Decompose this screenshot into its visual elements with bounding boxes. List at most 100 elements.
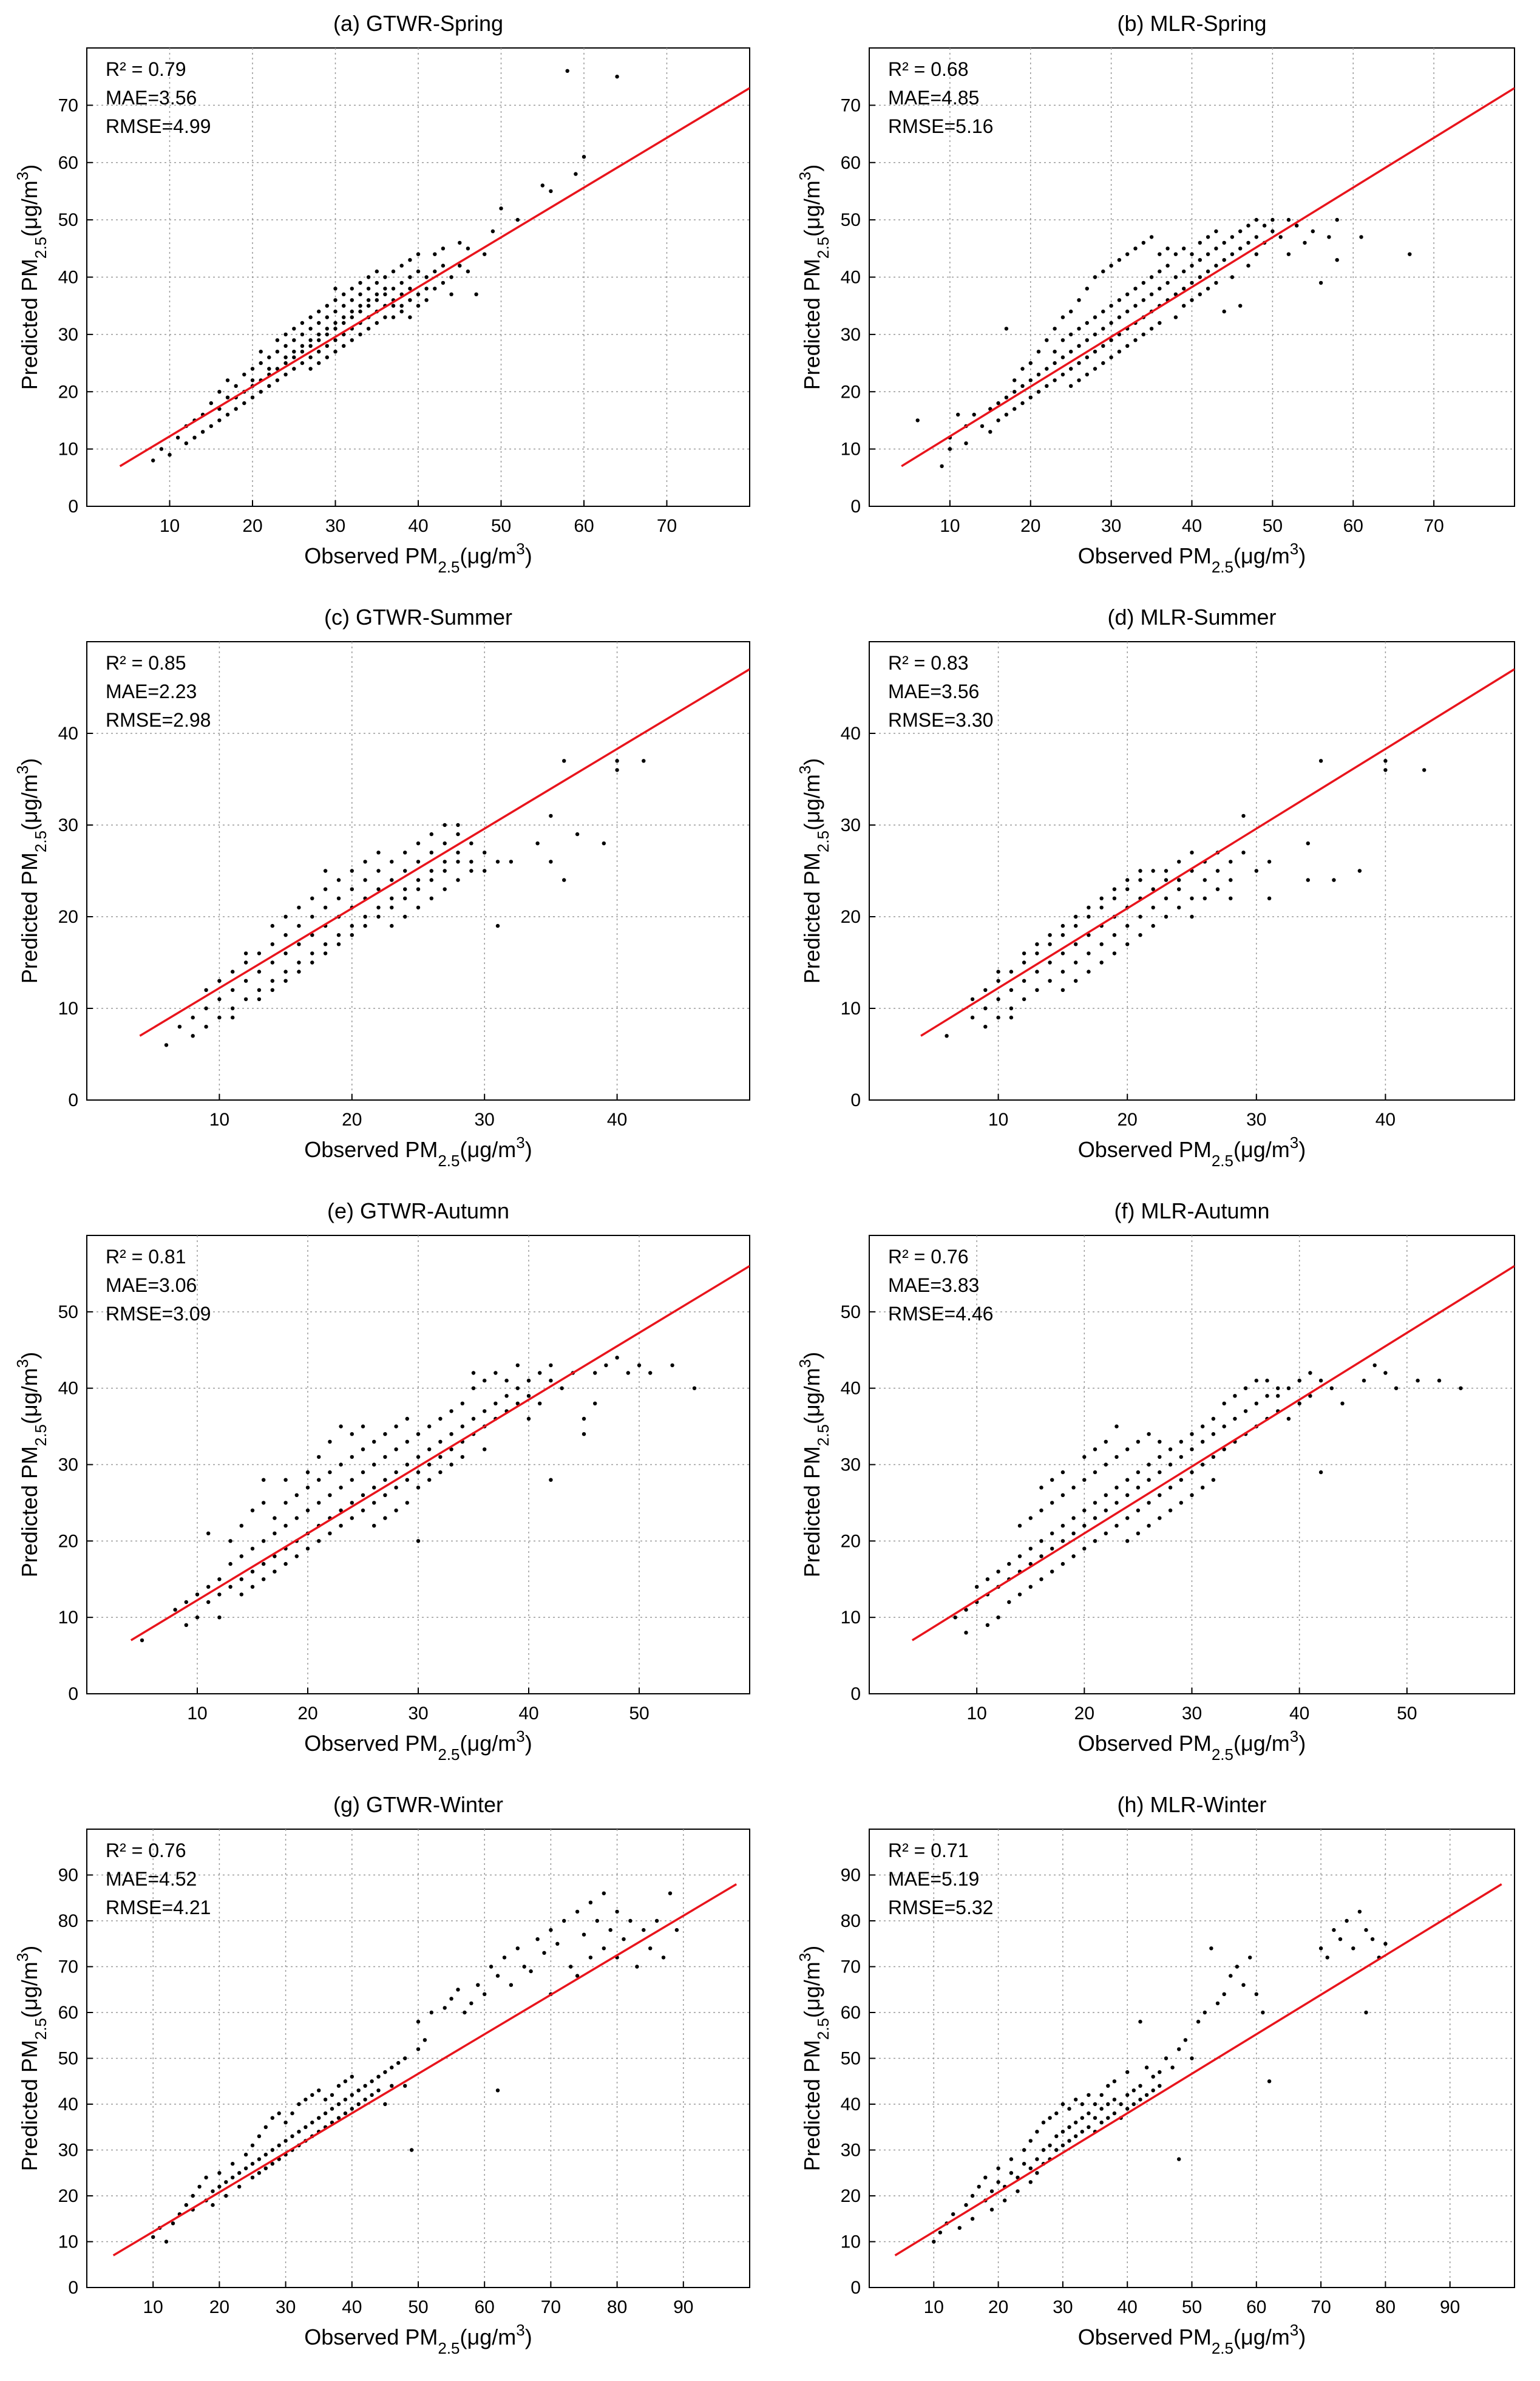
data-point (1211, 1416, 1216, 1421)
data-point (438, 1416, 443, 1421)
data-point (1311, 229, 1315, 234)
data-point (262, 1501, 266, 1505)
data-point (297, 2130, 301, 2134)
data-point (1050, 1569, 1054, 1574)
y-tick-label: 30 (58, 325, 78, 345)
data-point (1020, 384, 1025, 388)
data-point (1147, 1478, 1151, 1482)
x-tick-label: 90 (1440, 2297, 1460, 2317)
data-point (376, 2074, 381, 2079)
data-point (361, 1470, 365, 1475)
data-point (1136, 1508, 1141, 1513)
x-axis-label: Observed PM2.5(μg/m3) (1078, 540, 1306, 576)
data-point (1332, 1928, 1336, 1932)
data-point (456, 832, 460, 837)
data-point (1141, 280, 1146, 285)
data-point (1112, 887, 1117, 891)
data-point (1082, 1508, 1087, 1513)
x-tick-label: 60 (475, 2297, 495, 2317)
data-point (1327, 235, 1331, 239)
panel-title: (g) GTWR-Winter (333, 1792, 503, 1817)
x-tick-label: 40 (607, 1110, 627, 1130)
x-tick-label: 40 (1182, 516, 1202, 536)
data-point (1028, 1546, 1033, 1551)
data-point (1394, 1386, 1399, 1390)
data-point (1104, 1462, 1108, 1467)
x-tick-label: 30 (475, 1110, 495, 1130)
data-point (951, 2212, 955, 2216)
data-point (350, 2107, 354, 2111)
data-point (231, 2162, 235, 2166)
data-point (405, 1478, 409, 1482)
stat-label: MAE=4.85 (888, 87, 979, 109)
stat-label: RMSE=3.09 (106, 1303, 211, 1325)
data-point (549, 860, 553, 864)
data-point (391, 304, 396, 308)
scatter-panel: (d) MLR-Summer 10 20 30 40 0 10 20 30 40 R² = 0.83… (796, 605, 1515, 1170)
y-tick-label: 20 (58, 2186, 78, 2206)
data-point (648, 1946, 653, 1951)
data-point (1077, 327, 1081, 331)
fit-line (901, 87, 1515, 467)
data-point (1085, 355, 1090, 359)
data-point (225, 412, 230, 417)
data-point (549, 1378, 553, 1383)
data-point (325, 332, 329, 337)
data-point (1222, 1447, 1226, 1452)
data-point (350, 869, 354, 873)
scatter-points (932, 1909, 1388, 2244)
data-point (1238, 304, 1243, 308)
data-point (582, 1932, 586, 1937)
data-point (529, 1969, 533, 1974)
stat-label: MAE=3.56 (106, 87, 197, 109)
data-point (1054, 2111, 1059, 2116)
data-point (239, 1524, 243, 1528)
x-tick-label: 70 (1311, 2297, 1331, 2317)
data-point (1009, 970, 1014, 974)
data-point (250, 1546, 255, 1551)
x-tick-label: 50 (1397, 1703, 1417, 1724)
data-point (1074, 914, 1078, 919)
data-point (394, 1470, 398, 1475)
data-point (408, 287, 412, 291)
y-tick-label: 90 (841, 1866, 861, 1886)
data-point (1138, 869, 1142, 873)
data-point (283, 344, 288, 348)
data-point (1286, 1416, 1291, 1421)
data-point (217, 390, 222, 394)
data-point (317, 321, 321, 325)
data-point (588, 1955, 593, 1960)
panel-title: (d) MLR-Summer (1107, 605, 1276, 630)
x-axis-label: Observed PM2.5(μg/m3) (304, 1133, 532, 1170)
data-point (231, 970, 235, 974)
data-point (575, 1909, 580, 1914)
data-point (595, 1918, 599, 1923)
data-point (615, 75, 619, 79)
data-point (1340, 1401, 1345, 1405)
data-point (1168, 1508, 1173, 1513)
data-point (140, 1638, 144, 1643)
data-point (582, 155, 586, 159)
data-point (1087, 914, 1091, 919)
data-point (350, 1516, 354, 1520)
data-point (1028, 395, 1033, 399)
data-point (1041, 2121, 1046, 2125)
data-point (1416, 1378, 1420, 1383)
data-point (1202, 896, 1207, 901)
data-point (283, 2139, 288, 2143)
y-tick-label: 0 (68, 497, 78, 517)
y-tick-label: 70 (58, 1957, 78, 1977)
data-point (151, 2235, 155, 2240)
data-point (239, 1577, 243, 1581)
data-point (1060, 933, 1065, 937)
data-point (250, 367, 255, 371)
data-point (263, 2125, 268, 2129)
data-point (1202, 878, 1207, 882)
data-point (1112, 2111, 1117, 2116)
data-point (1158, 2084, 1162, 2088)
data-point (1276, 1386, 1280, 1390)
data-point (1229, 1974, 1233, 1978)
x-tick-label: 50 (1182, 2297, 1202, 2317)
data-point (441, 246, 446, 251)
x-tick-label: 50 (1263, 516, 1283, 536)
